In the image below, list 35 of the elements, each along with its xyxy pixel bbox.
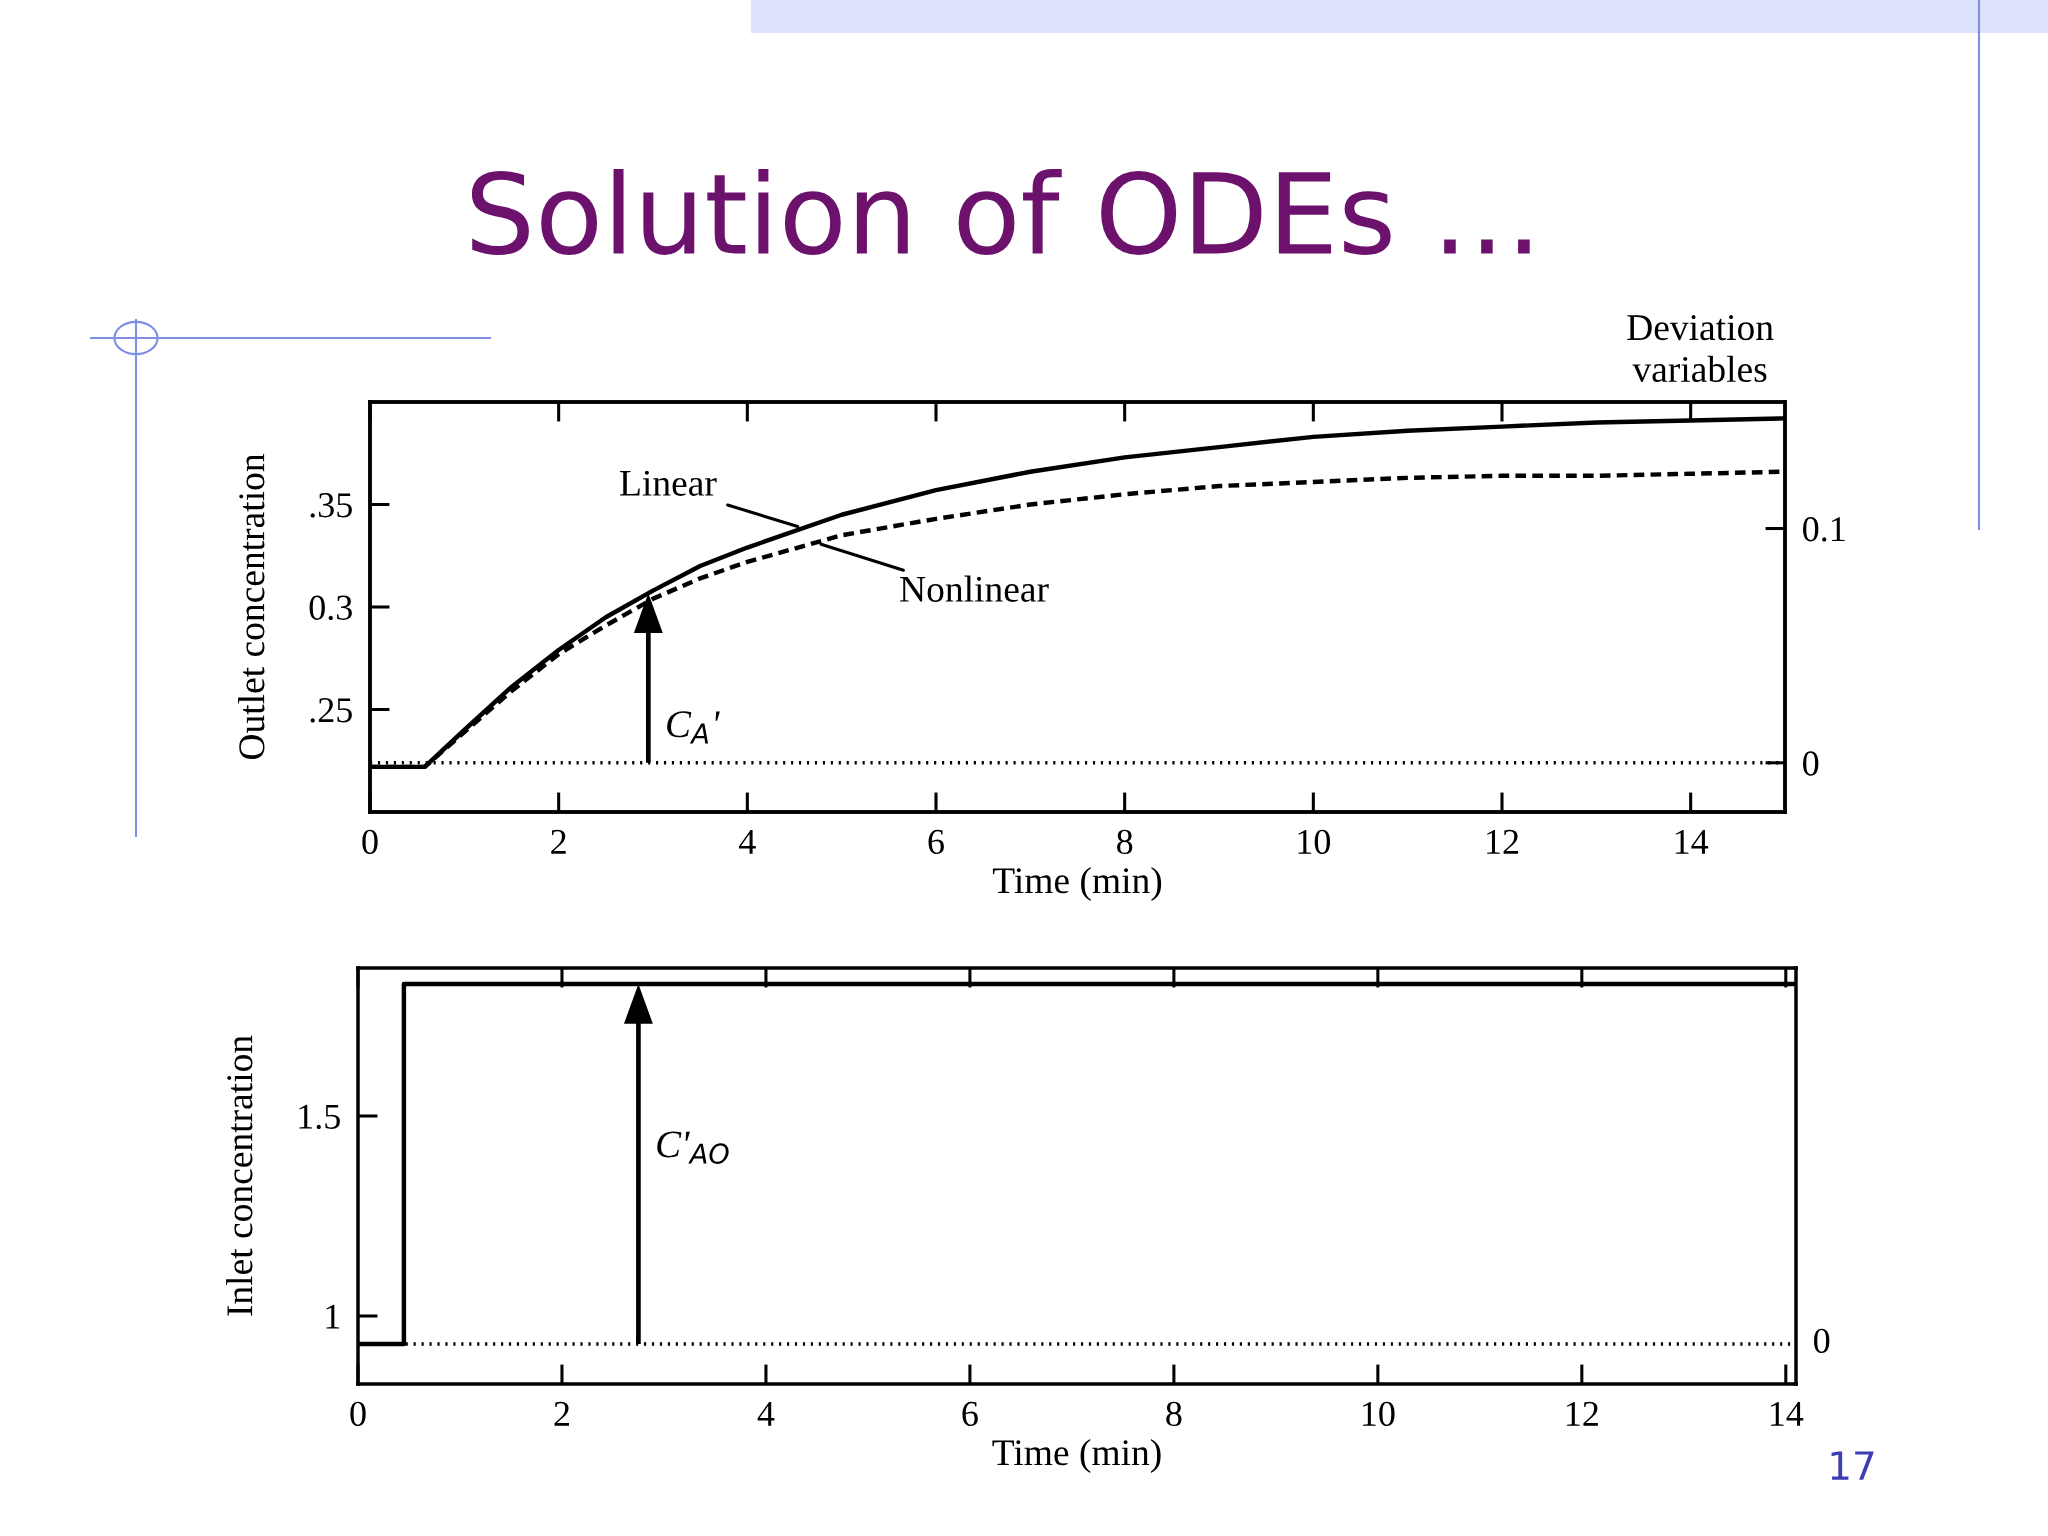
- y2-tick-label: 0: [1803, 751, 1819, 776]
- x-tick-label: 4: [757, 1401, 775, 1426]
- series-label: Linear: [620, 470, 717, 496]
- x-tick-label: 10: [1362, 1401, 1395, 1427]
- x-tick-label: 6: [928, 829, 944, 855]
- y-tick-label: .25: [310, 698, 352, 723]
- y-tick-label: 1.5: [299, 1104, 340, 1130]
- x-tick-label: 2: [551, 829, 566, 854]
- x-tick-label: 8: [1166, 1401, 1182, 1427]
- x-tick-label: 2: [554, 1401, 570, 1426]
- series-label: Nonlinear: [900, 575, 1049, 602]
- x-tick-label: 12: [1566, 1401, 1598, 1426]
- y2-tick-label: 0.1: [1803, 517, 1845, 542]
- text: 17: [1831, 1451, 1874, 1480]
- x-tick-label: 0: [350, 1401, 366, 1427]
- x-tick-label: 14: [1675, 829, 1709, 854]
- x-tick-label: 4: [739, 829, 756, 854]
- text: 0: [1814, 1328, 1830, 1354]
- x-tick-label: 12: [1487, 829, 1519, 854]
- y-axis-title: Inlet concentration: [226, 1035, 253, 1316]
- y-axis-title: Outlet concentration: [238, 453, 265, 760]
- x-tick-label: 6: [962, 1401, 978, 1427]
- x-axis-title: Time (min): [992, 1438, 1161, 1473]
- annotation: C$_{A}$': [667, 711, 720, 744]
- x-tick-label: 14: [1770, 1401, 1804, 1426]
- y2-axis-title: Deviation variables: [1627, 315, 1774, 383]
- x-axis-title: Time (min): [992, 866, 1162, 901]
- y-tick-label: 0.3: [309, 595, 352, 621]
- annotation: C'$_{AO}$: [657, 1131, 729, 1164]
- chart-title: Solution of ODEs …: [471, 168, 1530, 255]
- x-tick-label: 8: [1117, 829, 1133, 855]
- x-tick-label: 0: [362, 829, 378, 855]
- x-tick-label: 10: [1298, 829, 1331, 855]
- y-tick-label: .35: [310, 493, 352, 518]
- y-tick-label: 1: [326, 1304, 340, 1329]
